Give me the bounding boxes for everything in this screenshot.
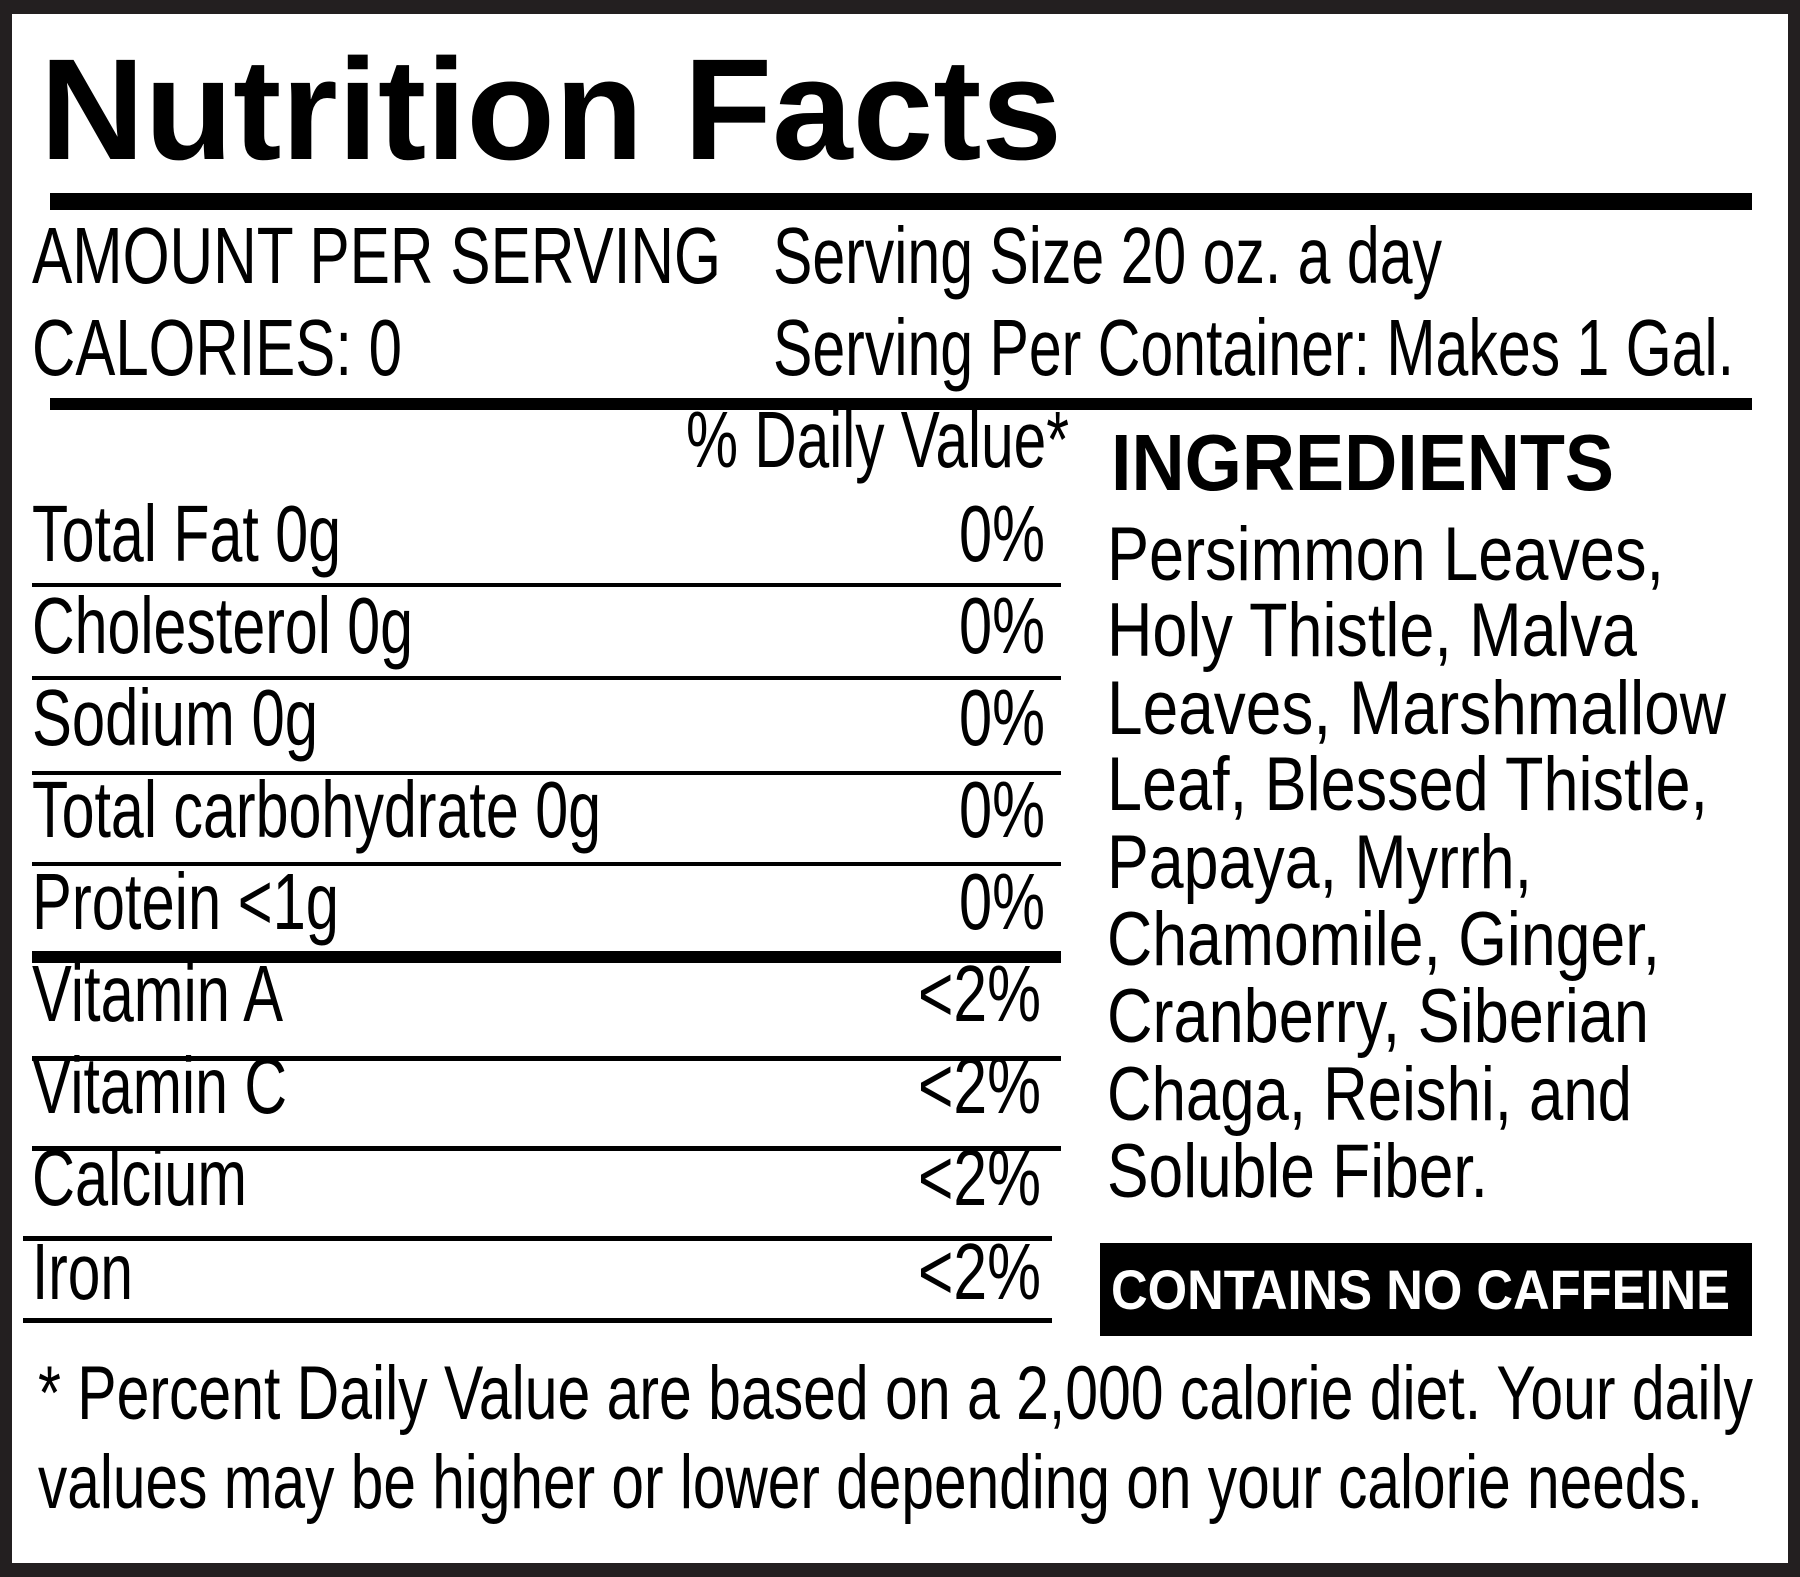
footnote-line: values may be higher or lower depending … xyxy=(38,1440,1703,1526)
nutrient-label: Total Fat 0g xyxy=(32,488,341,578)
ingredients-line: Holy Thistle, Malva xyxy=(1107,588,1637,674)
ingredients-line: Papaya, Myrrh, xyxy=(1107,820,1532,906)
ingredients-line: Soluble Fiber. xyxy=(1107,1129,1488,1215)
ingredients-line: Chamomile, Ginger, xyxy=(1107,897,1660,983)
nutrient-label: Total carbohydrate 0g xyxy=(32,764,601,854)
nutrient-dv: <2% xyxy=(918,1226,1041,1316)
ingredients-heading: INGREDIENTS xyxy=(1111,417,1614,507)
row-divider xyxy=(32,1146,1061,1151)
row-divider xyxy=(32,862,1061,866)
nutrient-dv: 0% xyxy=(959,488,1045,578)
nutrient-label: Calcium xyxy=(32,1132,247,1222)
nutrient-label: Protein <1g xyxy=(32,856,339,946)
row-divider-thick xyxy=(32,951,1061,963)
divider-medium xyxy=(50,398,1752,410)
calories: CALORIES: 0 xyxy=(32,302,402,392)
ingredients-line: Cranberry, Siberian xyxy=(1107,974,1649,1060)
nutrient-label: Cholesterol 0g xyxy=(32,580,413,670)
nutrient-dv: 0% xyxy=(959,856,1045,946)
daily-value-header: % Daily Value* xyxy=(686,394,1069,484)
row-divider xyxy=(32,676,1061,680)
row-divider xyxy=(32,1056,1061,1061)
ingredients-line: Leaf, Blessed Thistle, xyxy=(1107,742,1708,828)
nutrient-label: Vitamin A xyxy=(32,948,283,1038)
ingredients-line: Leaves, Marshmallow xyxy=(1107,666,1726,752)
divider-thick xyxy=(50,193,1752,210)
amount-per-serving-label: AMOUNT PER SERVING xyxy=(32,210,721,300)
serving-size: Serving Size 20 oz. a day xyxy=(773,210,1442,300)
footnote-line: * Percent Daily Value are based on a 2,0… xyxy=(38,1351,1753,1437)
row-divider xyxy=(32,771,1061,775)
caffeine-badge-text: CONTAINS NO CAFFEINE xyxy=(1111,1258,1730,1322)
nutrient-dv: <2% xyxy=(918,1040,1041,1130)
row-divider xyxy=(23,1236,1052,1241)
servings-per-container: Serving Per Container: Makes 1 Gal. xyxy=(773,302,1734,392)
ingredients-line: Chaga, Reishi, and xyxy=(1107,1052,1632,1138)
nutrient-dv: <2% xyxy=(918,948,1041,1038)
nutrient-label: Vitamin C xyxy=(32,1040,287,1130)
nutrient-dv: 0% xyxy=(959,764,1045,854)
nutrient-dv: <2% xyxy=(918,1132,1041,1222)
caffeine-badge xyxy=(1100,1243,1752,1336)
nutrient-dv: 0% xyxy=(959,672,1045,762)
ingredients-line: Persimmon Leaves, xyxy=(1107,512,1664,598)
nutrient-label: Sodium 0g xyxy=(32,672,318,762)
nutrient-label: Iron xyxy=(32,1226,133,1316)
nutrient-dv: 0% xyxy=(959,580,1045,670)
row-divider xyxy=(32,583,1061,587)
title: Nutrition Facts xyxy=(40,28,1062,190)
row-divider xyxy=(23,1318,1052,1323)
